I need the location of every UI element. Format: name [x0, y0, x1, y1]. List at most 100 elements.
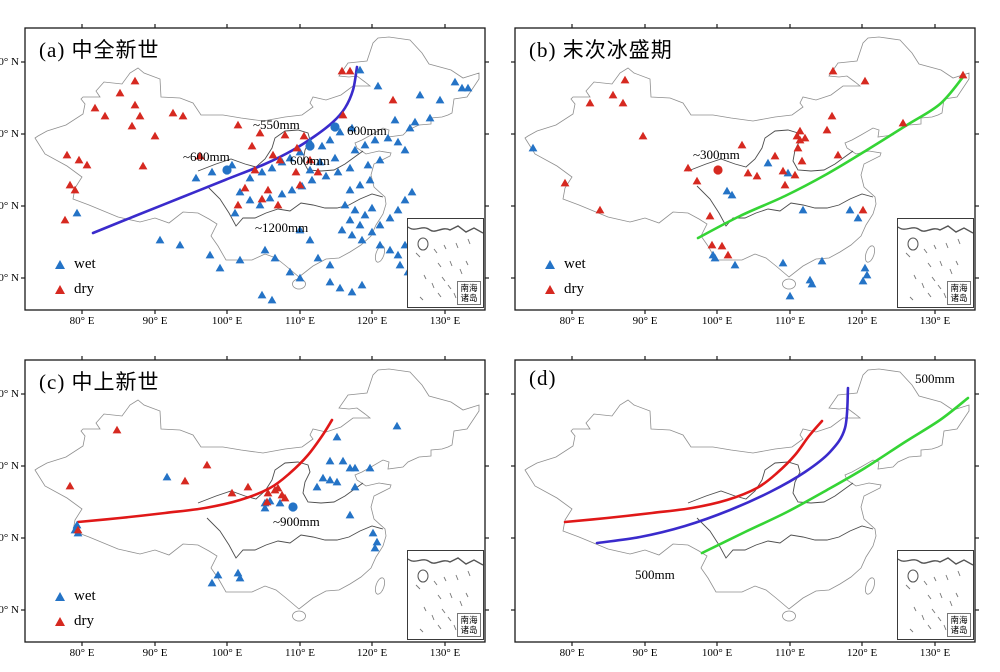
inset-island-dash — [937, 616, 942, 622]
panel-d-isohyet-comparison: (d) 500mm 500mm 80° E 90° E 100° E 110° E 120° … — [511, 356, 979, 659]
inset-island-dash — [419, 296, 424, 301]
inset-island-dash — [923, 248, 928, 254]
inset-island-dash — [957, 570, 961, 577]
dry-site-marker — [243, 482, 253, 491]
wet-site-marker — [363, 160, 373, 169]
wet-site-marker — [332, 477, 342, 486]
china-boundary-outline — [34, 36, 480, 278]
wet-site-marker — [778, 258, 788, 267]
wet-site-marker — [275, 498, 285, 507]
wet-site-marker — [367, 227, 377, 236]
wet-site-marker — [207, 167, 217, 176]
dry-site-marker — [608, 90, 618, 99]
dry-site-marker — [273, 200, 283, 209]
dry-site-marker — [705, 211, 715, 220]
wet-site-marker — [528, 143, 538, 152]
x-axis-label: 110° E — [775, 315, 805, 327]
inset-island-dash — [415, 584, 421, 590]
inset-islands-art — [897, 225, 974, 301]
china-boundary-outline — [34, 368, 480, 610]
inset-island-dash — [443, 244, 447, 250]
dry-site-marker — [752, 171, 762, 180]
wet-site-marker — [267, 163, 277, 172]
wet-site-marker — [722, 186, 732, 195]
wet-site-marker — [235, 187, 245, 196]
inset-island-dash — [931, 608, 936, 614]
dry-site-marker — [595, 205, 605, 214]
wet-triangle-icon — [55, 260, 65, 269]
isohyet-curve-red-c — [76, 418, 334, 524]
dry-site-marker — [70, 185, 80, 194]
inset-island-dash — [943, 292, 947, 299]
reference-site-dot — [330, 122, 340, 132]
inset-islands-art — [407, 557, 484, 633]
wet-site-marker — [325, 277, 335, 286]
inset-coastline — [407, 557, 484, 566]
wet-site-marker — [370, 543, 380, 552]
wet-site-marker — [355, 65, 365, 74]
dry-site-marker — [793, 143, 803, 152]
wet-site-marker — [257, 167, 267, 176]
wet-site-marker — [235, 573, 245, 582]
y-axis-label: 40° N — [0, 460, 19, 472]
isohyet-value-label: ~300mm — [693, 147, 740, 162]
isohyet-curve-green-d — [700, 396, 970, 555]
wet-site-marker — [457, 83, 467, 92]
wet-site-marker — [375, 220, 385, 229]
dry-site-marker — [112, 425, 122, 434]
wet-site-marker — [365, 175, 375, 184]
panel-c-mid-pliocene: (c) 中上新世 ~900mm wet dry 80° E 90° E 100° E 110°… — [0, 356, 489, 659]
legend-label-wet: wet — [74, 588, 96, 604]
wet-site-marker — [463, 83, 473, 92]
dry-site-marker — [263, 185, 273, 194]
wet-site-marker — [330, 153, 340, 162]
dry-site-marker — [65, 481, 75, 490]
inset-label-line2: 诸岛 — [950, 625, 968, 635]
dry-site-marker — [270, 485, 280, 494]
dry-site-marker — [797, 156, 807, 165]
isohyet-value-label: 600mm — [290, 153, 330, 168]
wet-site-marker — [175, 240, 185, 249]
yellow-river-line — [197, 129, 364, 172]
legend-row-dry: dry — [545, 277, 586, 302]
panel-b-last-glacial-maximum: (b) 末次冰盛期 ~300mm wet dry 80° E 90° E 100° E 110… — [511, 24, 979, 327]
wet-site-marker — [245, 195, 255, 204]
inset-island-dash — [441, 276, 446, 282]
x-axis-label: 100° E — [211, 647, 243, 659]
dry-site-marker — [795, 135, 805, 144]
wet-site-marker — [360, 140, 370, 149]
isohyet-curve-red-d — [563, 419, 824, 524]
inset-island-dash — [913, 274, 917, 280]
dry-site-marker — [247, 141, 257, 150]
dry-site-marker — [178, 111, 188, 120]
dry-site-marker — [291, 167, 301, 176]
panel-title-a: (a) 中全新世 — [39, 38, 160, 62]
isohyet-curve-green-b — [696, 75, 965, 240]
wet-site-marker — [345, 185, 355, 194]
wet-site-marker — [162, 472, 172, 481]
inset-island-dash — [923, 580, 928, 586]
wet-site-marker — [230, 208, 240, 217]
wet-site-marker — [845, 205, 855, 214]
wet-site-marker — [345, 163, 355, 172]
wet-site-marker — [385, 245, 395, 254]
isohyet-value-label: 500mm — [915, 371, 955, 386]
dry-site-marker — [305, 155, 315, 164]
inset-island-dash — [447, 284, 452, 290]
x-axis-label: 120° E — [846, 315, 878, 327]
wet-site-marker — [207, 578, 217, 587]
isohyet-value-label: ~1200mm — [255, 220, 309, 235]
south-china-sea-inset: 南海 诸岛 — [897, 550, 974, 640]
dry-triangle-icon — [545, 285, 555, 294]
inset-island-dash — [453, 624, 457, 631]
inset-island-dash — [433, 580, 438, 586]
inset-label-line2: 诸岛 — [950, 293, 968, 303]
inset-island-dash — [957, 238, 961, 245]
wet-site-marker — [215, 263, 225, 272]
y-axis-label: 50° N — [0, 388, 19, 400]
wet-site-marker — [155, 235, 165, 244]
map-canvas-d — [511, 356, 979, 646]
wet-site-marker — [333, 167, 343, 176]
wet-site-marker — [350, 482, 360, 491]
